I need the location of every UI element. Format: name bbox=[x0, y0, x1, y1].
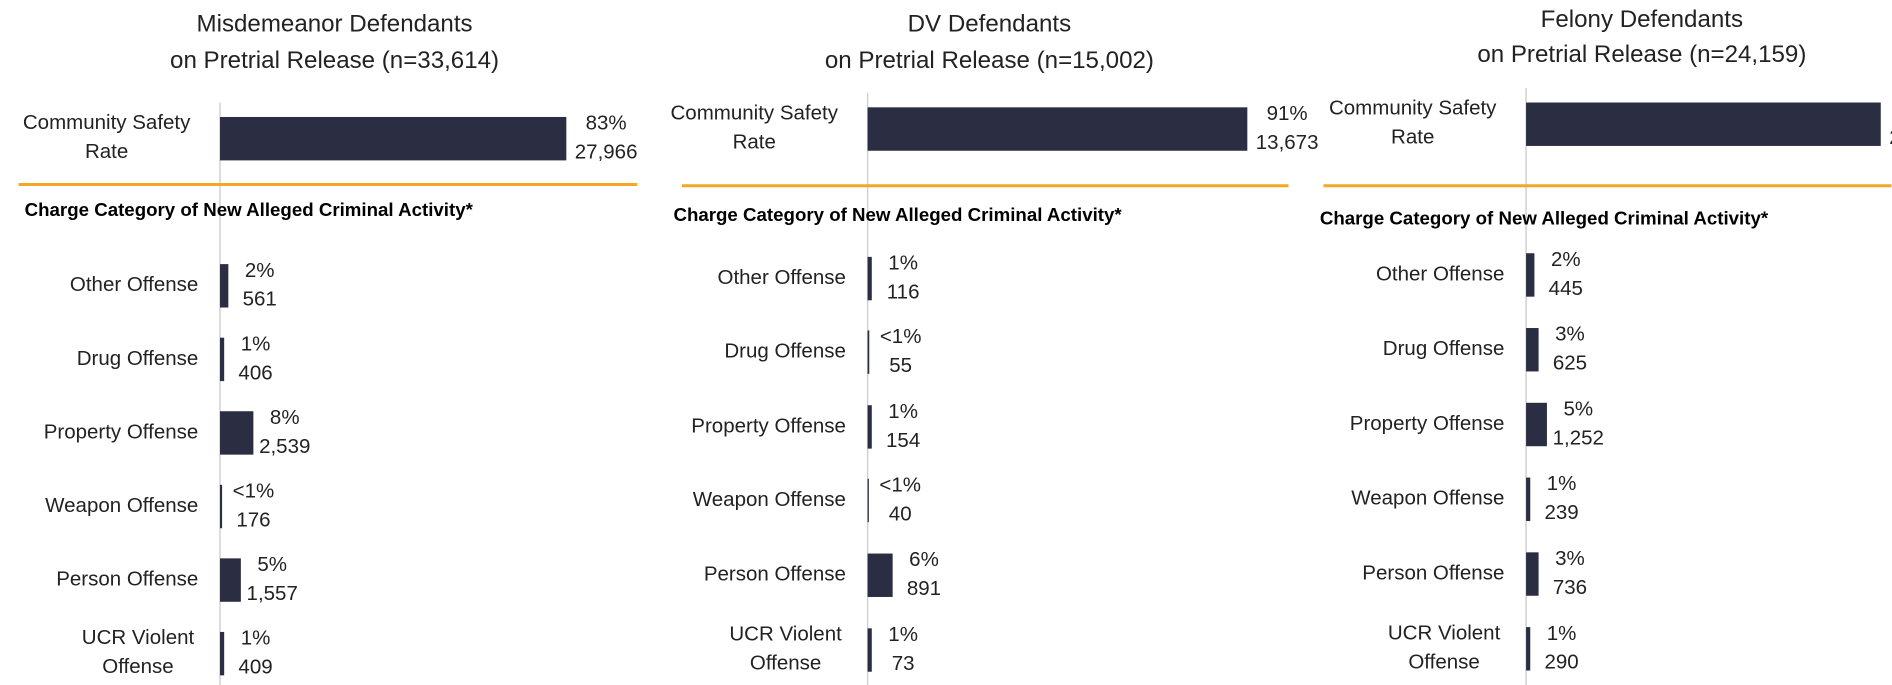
count-label: 736 bbox=[1553, 576, 1587, 599]
value-label: 8% bbox=[270, 406, 300, 429]
count-label: 625 bbox=[1553, 352, 1587, 375]
value-label: 1% bbox=[241, 332, 271, 355]
value-label: 5% bbox=[1563, 397, 1593, 420]
category-label: Weapon Offense bbox=[1351, 487, 1504, 510]
bar bbox=[219, 484, 223, 529]
value-label: 1% bbox=[241, 627, 271, 650]
bar bbox=[1526, 402, 1547, 447]
bar bbox=[219, 631, 225, 676]
value-label: <1% bbox=[879, 473, 921, 496]
summary-label: Community Safety Rate bbox=[671, 102, 839, 154]
value-label: 1% bbox=[1547, 622, 1577, 645]
value-label: 2% bbox=[1551, 248, 1581, 271]
category-label: Person Offense bbox=[1362, 561, 1504, 584]
bar bbox=[1526, 477, 1531, 521]
bar bbox=[867, 478, 869, 523]
count-label: 1,557 bbox=[247, 582, 298, 605]
count-label: 2,539 bbox=[259, 435, 310, 458]
bar bbox=[867, 256, 872, 301]
chart-title: Misdemeanor Defendants bbox=[197, 11, 473, 38]
chart-title: Felony Defendants bbox=[1541, 6, 1743, 33]
category-label: Drug Offense bbox=[1383, 337, 1505, 360]
value-label: 1% bbox=[888, 400, 918, 423]
count-label: 406 bbox=[238, 361, 272, 384]
count-label: 239 bbox=[1544, 501, 1578, 524]
value-label: 6% bbox=[909, 548, 939, 571]
subtitle: Charge Category of New Alleged Criminal … bbox=[1320, 207, 1769, 228]
count-label: 116 bbox=[887, 280, 920, 303]
bar bbox=[219, 337, 225, 382]
count-label: 176 bbox=[236, 508, 270, 531]
bar bbox=[867, 628, 872, 672]
category-label: Other Offense bbox=[718, 266, 846, 289]
value-label: 3% bbox=[1555, 323, 1585, 346]
count-label: 891 bbox=[907, 577, 941, 600]
bar bbox=[219, 558, 241, 602]
count-label: 290 bbox=[1544, 651, 1578, 674]
category-label: Other Offense bbox=[1376, 262, 1504, 285]
summary-label: Community Safety Rate bbox=[23, 112, 191, 164]
category-label: Weapon Offense bbox=[693, 488, 846, 511]
bar bbox=[1526, 328, 1539, 372]
summary-label: Community Safety Rate bbox=[1329, 97, 1497, 149]
count-label: 154 bbox=[886, 429, 920, 452]
category-label: Property Offense bbox=[1350, 412, 1505, 435]
category-label: UCR Violent Offense bbox=[82, 627, 195, 679]
value-label: 91% bbox=[1267, 102, 1308, 125]
category-label: UCR Violent Offense bbox=[729, 623, 842, 675]
category-label: Drug Offense bbox=[77, 347, 199, 370]
bar bbox=[867, 553, 893, 597]
count-label: 445 bbox=[1549, 277, 1583, 300]
value-label: 5% bbox=[257, 553, 287, 576]
value-label: 83% bbox=[586, 112, 627, 135]
count-label: 13,673 bbox=[1256, 131, 1319, 154]
bar bbox=[1526, 627, 1531, 671]
count-label: 55 bbox=[889, 354, 912, 377]
chart-title: on Pretrial Release (n=24,159) bbox=[1477, 41, 1806, 68]
subtitle: Charge Category of New Alleged Criminal … bbox=[25, 199, 474, 220]
category-label: Person Offense bbox=[704, 563, 846, 586]
count-label: 27,966 bbox=[575, 141, 638, 164]
bar bbox=[867, 330, 870, 374]
chart-title: on Pretrial Release (n=33,614) bbox=[170, 47, 499, 74]
value-label: 1% bbox=[888, 252, 918, 275]
value-label: <1% bbox=[233, 479, 275, 502]
subtitle: Charge Category of New Alleged Criminal … bbox=[673, 204, 1122, 225]
category-label: Property Offense bbox=[44, 420, 199, 443]
count-label: 20,572 bbox=[1889, 126, 1892, 149]
bar bbox=[1526, 253, 1535, 297]
chart-title: DV Defendants bbox=[908, 11, 1072, 38]
bar bbox=[1526, 102, 1881, 146]
count-label: 40 bbox=[889, 502, 912, 525]
category-label: UCR Violent Offense bbox=[1388, 622, 1501, 674]
value-label: 2% bbox=[245, 259, 275, 282]
bar bbox=[219, 411, 254, 455]
category-label: Person Offense bbox=[56, 568, 198, 591]
category-label: Other Offense bbox=[70, 273, 198, 296]
value-label: 3% bbox=[1555, 547, 1585, 570]
value-label: 1% bbox=[888, 623, 918, 646]
chart-title: on Pretrial Release (n=15,002) bbox=[825, 47, 1154, 74]
bar bbox=[1526, 552, 1539, 596]
bar bbox=[867, 405, 872, 449]
category-label: Weapon Offense bbox=[45, 494, 198, 517]
count-label: 409 bbox=[238, 656, 272, 679]
count-label: 561 bbox=[243, 288, 277, 311]
value-label: 1% bbox=[1547, 472, 1577, 495]
count-label: 73 bbox=[892, 652, 915, 675]
category-label: Property Offense bbox=[691, 414, 846, 437]
bar bbox=[219, 116, 567, 161]
category-label: Drug Offense bbox=[724, 340, 846, 363]
bar bbox=[219, 264, 229, 308]
value-label: <1% bbox=[880, 325, 922, 348]
count-label: 1,252 bbox=[1553, 426, 1604, 449]
bar bbox=[867, 107, 1248, 151]
